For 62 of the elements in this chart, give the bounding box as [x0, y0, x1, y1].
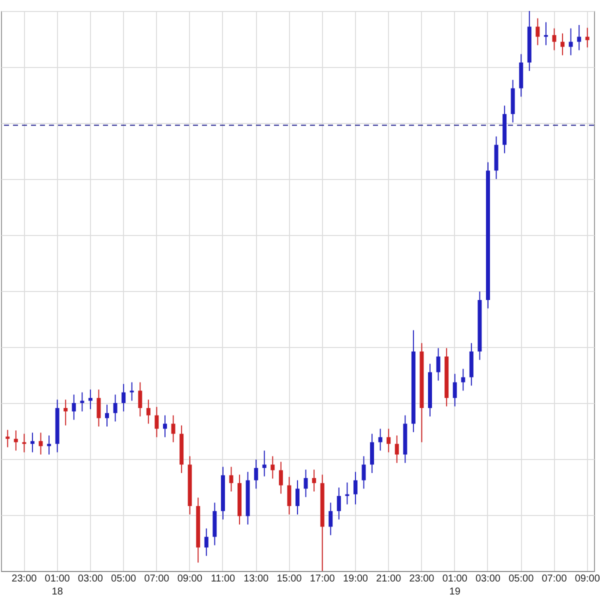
candlestick	[436, 348, 440, 382]
x-tick-label: 23:00	[409, 574, 435, 584]
candlestick	[270, 456, 275, 480]
candlestick	[113, 394, 118, 422]
x-tick-label: 21:00	[376, 574, 402, 584]
x-tick-label: 23:00	[12, 574, 38, 584]
candlestick	[552, 28, 556, 51]
candlestick	[394, 434, 399, 464]
candlestick	[130, 382, 134, 402]
candlestick	[22, 433, 26, 453]
x-tick-label: 01:00 18	[44, 574, 70, 598]
candlestick	[378, 428, 382, 452]
candlestick	[328, 502, 333, 536]
x-tick-label: 05:00	[508, 574, 534, 584]
candlestick	[122, 383, 126, 412]
candlestick	[64, 399, 68, 426]
candlestick	[105, 404, 110, 428]
candlestick	[577, 24, 582, 51]
candlestick	[568, 28, 573, 56]
candlestick	[262, 450, 266, 477]
candlestick	[138, 382, 142, 417]
candlestick	[30, 432, 34, 453]
candlestick	[204, 528, 208, 556]
candlestick	[353, 471, 358, 505]
candlestick	[38, 432, 43, 456]
x-tick-label: 15:00	[276, 574, 302, 584]
candlestick	[229, 466, 234, 492]
x-tick-label: 03:00	[78, 574, 104, 584]
candlestick	[370, 433, 374, 474]
candlestick	[536, 18, 540, 46]
x-tick-label: 07:00	[144, 574, 170, 584]
candlestick	[287, 476, 292, 515]
candlestick	[254, 459, 258, 490]
candlestick	[154, 406, 159, 438]
candlestick	[386, 428, 391, 453]
candlestick	[544, 22, 548, 46]
candlestick	[6, 429, 10, 448]
x-tick-label: 09:00	[574, 574, 600, 584]
x-tick-label: 11:00	[210, 574, 236, 584]
candlestick	[96, 389, 101, 428]
candlestick	[362, 456, 366, 490]
candlestick	[296, 480, 300, 515]
candlestick	[278, 461, 283, 494]
x-tick-label: 17:00	[310, 574, 336, 584]
candlestick	[461, 368, 466, 392]
candlestick	[304, 469, 308, 498]
x-tick-label: 05:00	[111, 574, 137, 584]
x-tick-label: 03:00	[475, 574, 501, 584]
candlestick	[171, 414, 176, 443]
candlestick	[88, 389, 92, 410]
x-tick-label: 19:00	[342, 574, 368, 584]
candlestick	[72, 394, 76, 420]
x-tick-label: 09:00	[177, 574, 203, 584]
x-tick-label: 07:00	[542, 574, 568, 584]
candlestick	[162, 414, 167, 438]
candlestick	[560, 32, 565, 56]
x-tick-label: 01:00 19	[442, 574, 468, 598]
candlestick	[312, 469, 316, 492]
candlestick	[452, 373, 457, 407]
candlestick	[336, 487, 341, 520]
candlestick	[146, 399, 150, 424]
x-tick-label: 13:00	[244, 574, 270, 584]
